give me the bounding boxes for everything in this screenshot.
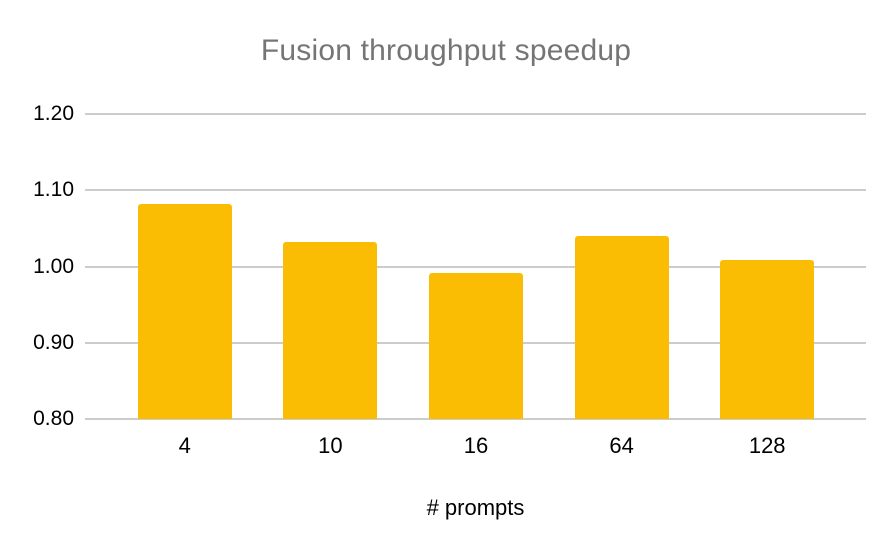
y-axis-tick-label: 0.80 [33,407,74,430]
bar-64 [574,236,669,419]
gridline-y-1.20 [85,113,866,115]
gridline-y-0.80 [85,418,866,420]
y-axis-tick-label: 0.90 [33,330,74,354]
x-axis-tick-label: 128 [748,433,786,458]
y-axis-tick-label: 1.20 [33,102,74,125]
y-axis-tick-label: 1.10 [33,178,74,202]
bar-10 [283,242,378,419]
x-axis-tick-label: 64 [609,433,634,458]
x-axis-tick-label: 10 [318,433,343,458]
chart-title: Fusion throughput speedup [260,34,632,67]
bar-128 [720,260,815,419]
y-axis-tick-label: 1.00 [33,254,74,278]
bar-16 [429,272,523,419]
x-axis-tick-label: 4 [178,433,191,458]
x-axis-title: # prompts [426,495,525,520]
gridline-y-1.00 [85,265,866,268]
gridline-y-1.10 [85,189,866,192]
x-axis-tick-label: 16 [463,433,489,458]
bar-4 [137,203,232,419]
